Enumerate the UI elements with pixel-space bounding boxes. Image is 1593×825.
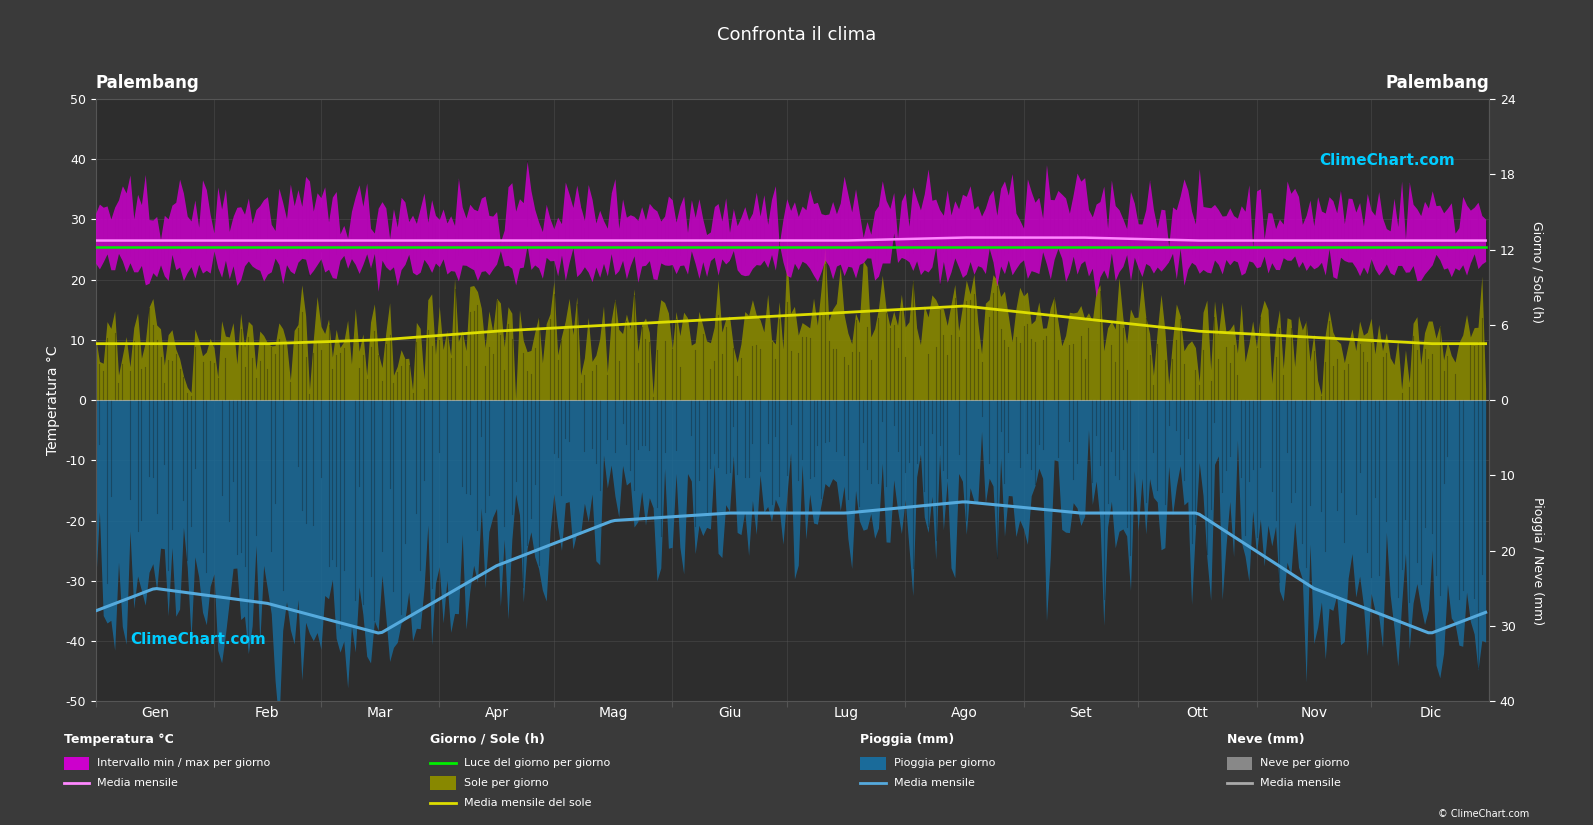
Text: Media mensile: Media mensile — [1260, 778, 1341, 788]
Text: Palembang: Palembang — [1386, 73, 1489, 92]
Text: Giorno / Sole (h): Giorno / Sole (h) — [430, 733, 545, 746]
Text: Luce del giorno per giorno: Luce del giorno per giorno — [464, 758, 610, 768]
Text: Media mensile del sole: Media mensile del sole — [464, 798, 591, 808]
Text: Sole per giorno: Sole per giorno — [464, 778, 548, 788]
Text: Intervallo min / max per giorno: Intervallo min / max per giorno — [97, 758, 271, 768]
Text: Pioggia per giorno: Pioggia per giorno — [894, 758, 996, 768]
Text: © ClimeChart.com: © ClimeChart.com — [1438, 808, 1529, 818]
Text: Temperatura °C: Temperatura °C — [64, 733, 174, 746]
Text: Neve per giorno: Neve per giorno — [1260, 758, 1349, 768]
Y-axis label: Temperatura °C: Temperatura °C — [46, 346, 61, 455]
Text: Pioggia (mm): Pioggia (mm) — [860, 733, 954, 746]
Text: ClimeChart.com: ClimeChart.com — [1319, 153, 1454, 168]
Text: Media mensile: Media mensile — [97, 778, 178, 788]
Text: Pioggia / Neve (mm): Pioggia / Neve (mm) — [1531, 497, 1544, 625]
Text: Confronta il clima: Confronta il clima — [717, 26, 876, 45]
Text: Media mensile: Media mensile — [894, 778, 975, 788]
Text: Neve (mm): Neve (mm) — [1227, 733, 1305, 746]
Text: ClimeChart.com: ClimeChart.com — [131, 632, 266, 647]
Text: Palembang: Palembang — [96, 73, 199, 92]
Text: Giorno / Sole (h): Giorno / Sole (h) — [1531, 221, 1544, 323]
